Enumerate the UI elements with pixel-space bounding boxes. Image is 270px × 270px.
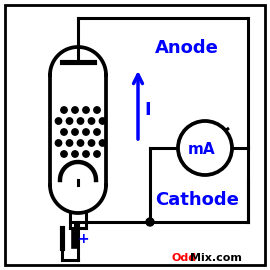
Circle shape <box>88 118 95 124</box>
Circle shape <box>72 107 78 113</box>
Circle shape <box>88 140 95 146</box>
Circle shape <box>72 129 78 135</box>
Text: mA: mA <box>188 143 216 157</box>
Circle shape <box>99 140 106 146</box>
Text: Mix.com: Mix.com <box>190 253 242 263</box>
Circle shape <box>55 140 62 146</box>
Text: +: + <box>77 232 89 246</box>
Circle shape <box>178 121 232 175</box>
Text: Anode: Anode <box>155 39 219 57</box>
Text: Cathode: Cathode <box>155 191 239 209</box>
Circle shape <box>83 107 89 113</box>
Circle shape <box>83 129 89 135</box>
Circle shape <box>61 151 67 157</box>
Circle shape <box>77 118 84 124</box>
Circle shape <box>66 140 73 146</box>
Text: Odd: Odd <box>172 253 197 263</box>
Circle shape <box>72 151 78 157</box>
Circle shape <box>99 118 106 124</box>
Circle shape <box>94 151 100 157</box>
Circle shape <box>61 129 67 135</box>
Circle shape <box>61 107 67 113</box>
Text: I: I <box>145 101 151 119</box>
Circle shape <box>94 129 100 135</box>
Circle shape <box>146 218 154 226</box>
Circle shape <box>55 118 62 124</box>
Circle shape <box>94 107 100 113</box>
Circle shape <box>66 118 73 124</box>
Circle shape <box>83 151 89 157</box>
Circle shape <box>77 140 84 146</box>
